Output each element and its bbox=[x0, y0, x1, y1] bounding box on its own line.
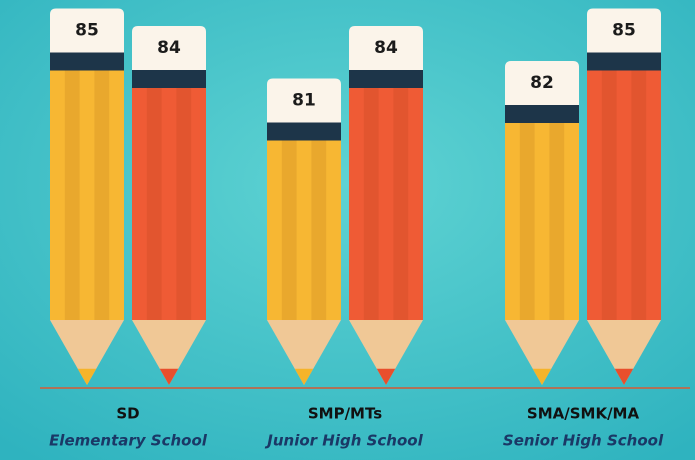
tip bbox=[294, 368, 314, 385]
label-box bbox=[132, 26, 206, 70]
pencil: 84 bbox=[132, 26, 206, 385]
bar bbox=[50, 52, 124, 320]
stripe bbox=[631, 52, 647, 320]
ferrule bbox=[349, 70, 423, 88]
ferrule bbox=[267, 122, 341, 141]
wood bbox=[587, 320, 661, 385]
value-label: 82 bbox=[530, 73, 554, 93]
label-box bbox=[505, 61, 579, 105]
tip bbox=[159, 368, 179, 385]
bar bbox=[349, 70, 423, 320]
stripe bbox=[601, 52, 617, 320]
stripe bbox=[94, 52, 110, 320]
label-box bbox=[349, 26, 423, 70]
bar bbox=[587, 52, 661, 320]
x-tick-sublabel: Elementary School bbox=[49, 432, 208, 450]
tip bbox=[77, 368, 97, 385]
stripe bbox=[549, 105, 565, 320]
value-label: 84 bbox=[374, 38, 398, 58]
value-label: 85 bbox=[612, 21, 636, 41]
x-tick-label: SMA/SMK/MA bbox=[527, 405, 640, 423]
x-tick-sublabel: Senior High School bbox=[503, 432, 664, 450]
x-tick-sublabel: Junior High School bbox=[264, 432, 423, 450]
wood bbox=[132, 320, 206, 385]
stripe bbox=[393, 70, 409, 320]
pencil: 84 bbox=[349, 26, 423, 385]
value-label: 84 bbox=[157, 38, 181, 58]
stripe bbox=[311, 122, 327, 320]
wood bbox=[50, 320, 124, 385]
tip bbox=[614, 368, 634, 385]
stripe bbox=[519, 105, 535, 320]
label-box bbox=[50, 8, 124, 53]
label-box bbox=[267, 78, 341, 123]
x-tick-label: SMP/MTs bbox=[308, 405, 382, 423]
bar bbox=[505, 105, 579, 320]
ferrule bbox=[50, 52, 124, 71]
stripe bbox=[64, 52, 80, 320]
stripe bbox=[363, 70, 379, 320]
bar bbox=[132, 70, 206, 320]
tip bbox=[532, 368, 552, 385]
wood bbox=[349, 320, 423, 385]
value-label: 81 bbox=[292, 91, 316, 111]
tip bbox=[376, 368, 396, 385]
wood bbox=[505, 320, 579, 385]
stripe bbox=[146, 70, 162, 320]
pencil: 81 bbox=[267, 78, 341, 385]
label-box bbox=[587, 8, 661, 53]
pencil: 85 bbox=[587, 8, 661, 385]
bar bbox=[267, 122, 341, 320]
ferrule bbox=[505, 105, 579, 123]
stripe bbox=[281, 122, 297, 320]
pencil: 85 bbox=[50, 8, 124, 385]
pencil: 82 bbox=[505, 61, 579, 385]
x-tick-label: SD bbox=[116, 405, 139, 423]
value-label: 85 bbox=[75, 21, 99, 41]
ferrule bbox=[587, 52, 661, 71]
stripe bbox=[176, 70, 192, 320]
ferrule bbox=[132, 70, 206, 88]
wood bbox=[267, 320, 341, 385]
